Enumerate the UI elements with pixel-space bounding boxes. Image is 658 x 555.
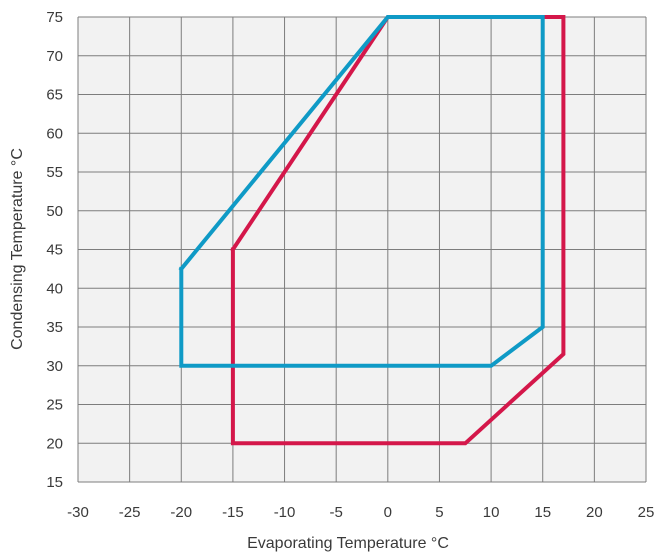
y-tick-label: 30 xyxy=(46,358,63,375)
y-tick-label: 45 xyxy=(46,242,63,259)
y-tick-label: 25 xyxy=(46,397,63,414)
series-2-line xyxy=(178,15,545,368)
x-tick-label: -15 xyxy=(222,504,244,521)
y-tick-label: 55 xyxy=(46,164,63,181)
x-tick-label: 15 xyxy=(534,504,551,521)
series-group xyxy=(178,15,566,446)
x-tick-label: 10 xyxy=(483,504,500,521)
y-tick-labels: 15 20 25 30 35 40 45 50 55 60 65 70 75 xyxy=(46,9,63,491)
y-tick-label: 70 xyxy=(46,48,63,65)
y-tick-label: 60 xyxy=(46,125,63,142)
x-tick-label: 20 xyxy=(586,504,603,521)
x-tick-label: -20 xyxy=(170,504,192,521)
y-tick-label: 75 xyxy=(46,9,63,26)
x-tick-label: 0 xyxy=(384,504,392,521)
x-tick-labels: -30 -25 -20 -15 -10 -5 0 5 10 15 20 25 xyxy=(67,504,654,521)
y-tick-label: 65 xyxy=(46,87,63,104)
x-tick-label: -10 xyxy=(274,504,296,521)
y-tick-label: 50 xyxy=(46,203,63,220)
y-tick-label: 35 xyxy=(46,319,63,336)
y-tick-label: 15 xyxy=(46,474,63,491)
x-tick-label: 25 xyxy=(638,504,655,521)
x-tick-label: 5 xyxy=(435,504,443,521)
x-tick-label: -5 xyxy=(330,504,343,521)
x-axis-title: Evaporating Temperature °C xyxy=(247,535,449,552)
x-tick-label: -30 xyxy=(67,504,89,521)
y-tick-label: 40 xyxy=(46,280,63,297)
y-tick-label: 20 xyxy=(46,435,63,452)
y-axis-title: Condensing Temperature °C xyxy=(9,148,26,350)
x-tick-label: -25 xyxy=(119,504,141,521)
